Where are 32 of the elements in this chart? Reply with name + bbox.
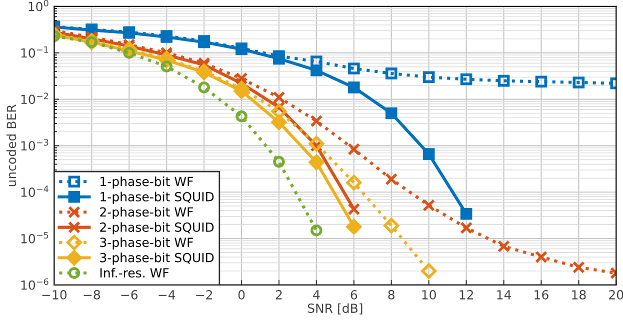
legend-label: 1-phase-bit SQUID [100, 192, 214, 204]
x-tick-label: 6 [350, 290, 358, 300]
legend-label: 1-phase-bit WF [100, 176, 193, 189]
y-tick-label: 10$^{−4}$ [21, 186, 48, 197]
legend-label: 3-phase-bit SQUID [100, 252, 214, 265]
y-tick-label: 10$^{−3}$ [21, 139, 48, 151]
x-tick-label: 18 [572, 290, 586, 300]
legend-label: Inf.-res. WF [100, 268, 169, 278]
y-tick-label: 10$^{−5}$ [21, 232, 48, 244]
x-tick-label: 12 [460, 290, 473, 300]
x-tick-label: 16 [534, 290, 548, 300]
x-tick-label: 2 [276, 290, 282, 300]
x-tick-label: −8 [84, 290, 100, 300]
x-tick-label: −10 [42, 290, 67, 300]
x-tick-label: 14 [497, 290, 512, 300]
x-tick-label: −2 [196, 290, 212, 300]
x-axis-title: SNR [dB] [308, 303, 362, 314]
legend-label: 3-phase-bit WF [100, 237, 193, 250]
y-tick-label: 10$^{−2}$ [21, 92, 48, 104]
legend-label: 2-phase-bit WF [100, 206, 193, 220]
legend-label: 2-phase-bit SQUID [100, 222, 214, 234]
x-tick-label: 0 [238, 290, 245, 300]
y-tick-label: 10$^{−1}$ [21, 46, 48, 58]
y-tick-label: 10$^{0}$ [28, 0, 48, 12]
y-axis-title: uncoded BER [6, 104, 16, 186]
x-tick-label: 8 [388, 290, 394, 300]
x-tick-label: −4 [158, 290, 176, 300]
x-tick-label: 10 [422, 290, 436, 300]
x-tick-label: −6 [121, 290, 138, 300]
x-tick-label: 20 [609, 290, 623, 300]
y-tick-label: 10$^{−6}$ [21, 278, 48, 290]
x-tick-label: 4 [313, 290, 320, 300]
